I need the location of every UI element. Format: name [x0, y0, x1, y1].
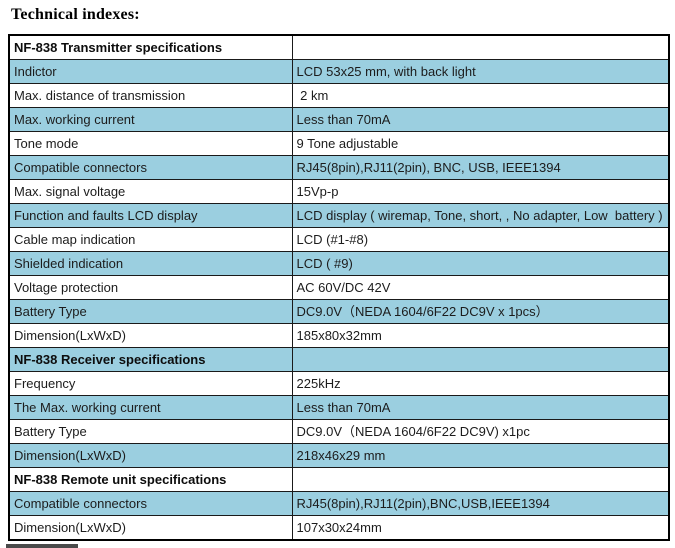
page-title: Technical indexes: [11, 6, 140, 23]
spec-name-cell: Battery Type [8, 299, 293, 324]
spec-name-cell: Max. working current [8, 107, 293, 132]
spec-table-body: NF-838 Transmitter specifications Indicto… [8, 34, 670, 541]
table-row: Battery Type DC9.0V（NEDA 1604/6F22 DC9V x… [8, 299, 670, 324]
spec-name-cell: Battery Type [8, 419, 293, 444]
spec-value-cell: 225kHz [291, 371, 670, 396]
section-title-cell: NF-838 Transmitter specifications [8, 34, 293, 60]
table-row: Max. distance of transmission 2 km [8, 83, 670, 108]
spec-value-cell: Less than 70mA [291, 395, 670, 420]
spec-value-cell: AC 60V/DC 42V [291, 275, 670, 300]
table-row: Compatible connectors RJ45(8pin),RJ11(2pi… [8, 491, 670, 516]
spec-value-cell: DC9.0V（NEDA 1604/6F22 DC9V x 1pcs） [291, 299, 670, 324]
section-title-cell: NF-838 Remote unit specifications [8, 467, 293, 492]
spec-value-cell: LCD (#1-#8) [291, 227, 670, 252]
table-row: Function and faults LCD display LCD displ… [8, 203, 670, 228]
spec-name-cell: Dimension(LxWxD) [8, 515, 293, 541]
table-row: Cable map indication LCD (#1-#8) [8, 227, 670, 252]
spec-name-cell: Compatible connectors [8, 155, 293, 180]
spec-value-cell: 9 Tone adjustable [291, 131, 670, 156]
spec-name-cell: Cable map indication [8, 227, 293, 252]
spec-name-cell: Compatible connectors [8, 491, 293, 516]
table-row: Indictor LCD 53x25 mm, with back light [8, 59, 670, 84]
table-row: Voltage protection AC 60V/DC 42V [8, 275, 670, 300]
section-header-row: NF-838 Transmitter specifications [8, 34, 670, 60]
spec-value-cell: 107x30x24mm [291, 515, 670, 541]
spec-name-cell: Max. signal voltage [8, 179, 293, 204]
section-title-cell: NF-838 Receiver specifications [8, 347, 293, 372]
spec-name-cell: Dimension(LxWxD) [8, 323, 293, 348]
spec-value-cell: LCD ( #9) [291, 251, 670, 276]
spec-value-cell: RJ45(8pin),RJ11(2pin), BNC, USB, IEEE139… [291, 155, 670, 180]
spec-name-cell: Voltage protection [8, 275, 293, 300]
spec-value-cell: 15Vp-p [291, 179, 670, 204]
spec-value-cell: DC9.0V（NEDA 1604/6F22 DC9V) x1pc [291, 419, 670, 444]
section-header-row: NF-838 Receiver specifications [8, 347, 670, 372]
table-row: Compatible connectors RJ45(8pin),RJ11(2pi… [8, 155, 670, 180]
spec-name-cell: Shielded indication [8, 251, 293, 276]
spec-name-cell: Function and faults LCD display [8, 203, 293, 228]
spec-value-cell: 2 km [291, 83, 670, 108]
spec-value-cell: RJ45(8pin),RJ11(2pin),BNC,USB,IEEE1394 [291, 491, 670, 516]
spec-name-cell: Dimension(LxWxD) [8, 443, 293, 468]
table-row: The Max. working current Less than 70mA [8, 395, 670, 420]
spec-value-cell: Less than 70mA [291, 107, 670, 132]
table-row: Battery Type DC9.0V（NEDA 1604/6F22 DC9V) … [8, 419, 670, 444]
table-row: Dimension(LxWxD) 218x46x29 mm [8, 443, 670, 468]
spec-name-cell: The Max. working current [8, 395, 293, 420]
spec-name-cell: Tone mode [8, 131, 293, 156]
spec-value-cell [291, 467, 670, 492]
section-header-row: NF-838 Remote unit specifications [8, 467, 670, 492]
spec-value-cell [291, 347, 670, 372]
cutoff-text-fragment [6, 544, 78, 548]
table-row: Shielded indication LCD ( #9) [8, 251, 670, 276]
table-row: Max. signal voltage 15Vp-p [8, 179, 670, 204]
spec-name-cell: Frequency [8, 371, 293, 396]
table-row: Dimension(LxWxD) 185x80x32mm [8, 323, 670, 348]
spec-value-cell: LCD display ( wiremap, Tone, short, , No… [291, 203, 670, 228]
table-row: Tone mode 9 Tone adjustable [8, 131, 670, 156]
table-row: Frequency 225kHz [8, 371, 670, 396]
spec-value-cell: 218x46x29 mm [291, 443, 670, 468]
spec-value-cell [291, 34, 670, 60]
spec-value-cell: 185x80x32mm [291, 323, 670, 348]
spec-name-cell: Indictor [8, 59, 293, 84]
spec-name-cell: Max. distance of transmission [8, 83, 293, 108]
spec-table: NF-838 Transmitter specifications Indicto… [8, 34, 670, 541]
spec-value-cell: LCD 53x25 mm, with back light [291, 59, 670, 84]
table-row: Dimension(LxWxD) 107x30x24mm [8, 515, 670, 541]
table-row: Max. working current Less than 70mA [8, 107, 670, 132]
